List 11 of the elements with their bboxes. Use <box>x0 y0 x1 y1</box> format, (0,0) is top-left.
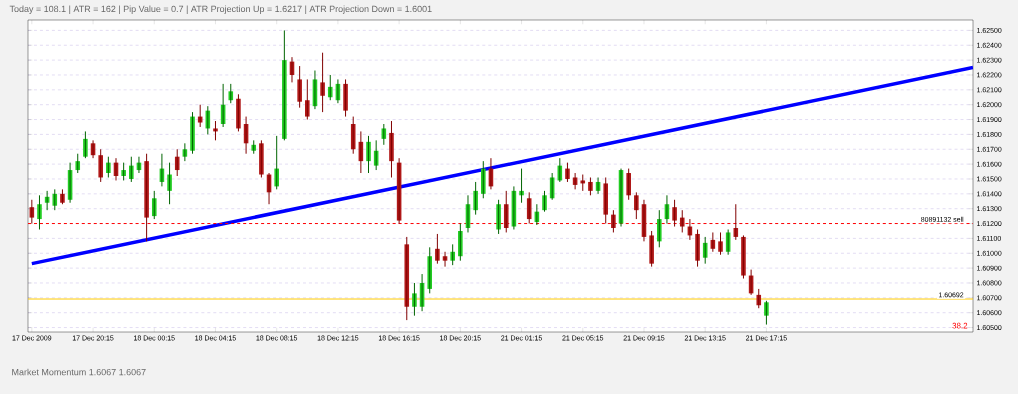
candlestick <box>718 231 723 256</box>
candlestick <box>412 282 417 317</box>
candlestick <box>305 78 310 121</box>
candlestick <box>297 65 302 109</box>
text: Market Momentum 1.6067 1.6067 <box>12 368 146 376</box>
candlestick <box>672 199 677 228</box>
candlestick <box>603 176 609 225</box>
candlestick <box>320 52 325 113</box>
chart-title: Today = 108.1 | ATR = 162 | Pip Value = 0.7 | ATR Projection Up = 1.6217 | ATR Projection Down = 1.6001 <box>9 5 432 14</box>
candlestick <box>764 300 769 326</box>
candlestick <box>259 139 264 178</box>
